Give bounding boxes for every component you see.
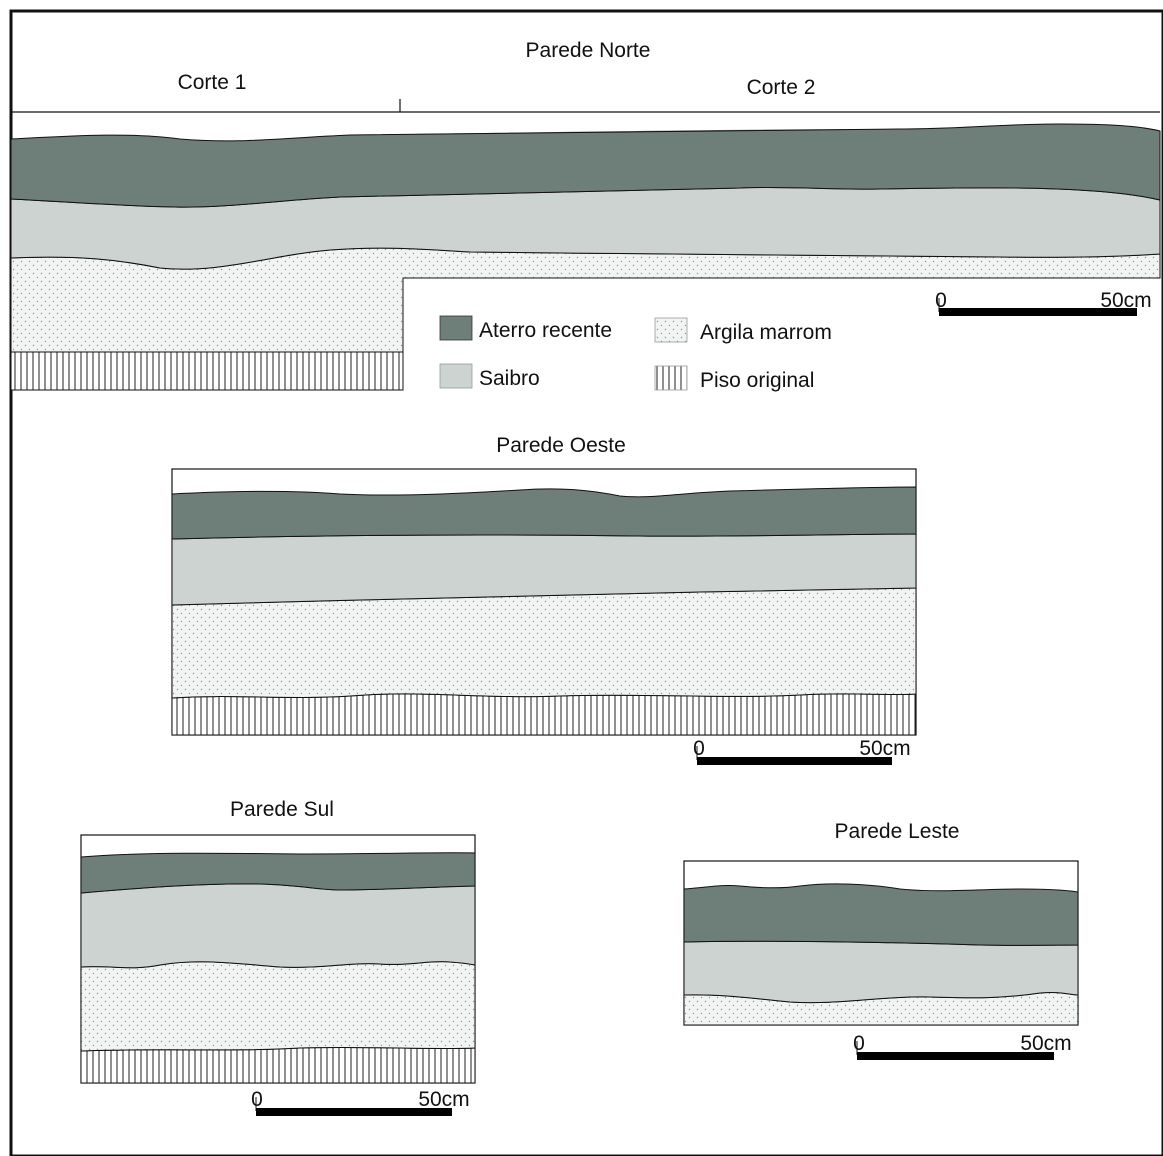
oeste-scale-rule [697, 757, 892, 765]
parede-oeste-title: Parede Oeste [496, 434, 626, 457]
figure-frame [9, 9, 1163, 1156]
legend-label-saibro: Saibro [479, 367, 540, 390]
oeste-scale-bar: 0 50cm [693, 737, 911, 765]
parede-sul-section: Parede Sul 0 50cm [80, 798, 476, 1116]
legend-swatch-saibro [439, 363, 473, 389]
norte-scale-zero: 0 [935, 289, 947, 312]
oeste-scale-end: 50cm [859, 737, 910, 760]
corte-1-label: Corte 1 [178, 71, 247, 94]
legend-label-argila: Argila marrom [700, 321, 832, 344]
oeste-piso-layer [171, 693, 917, 736]
legend-swatch-piso [654, 365, 688, 391]
norte-scale-bar: 0 50cm [935, 289, 1152, 316]
parede-leste-title: Parede Leste [835, 820, 960, 843]
parede-sul-title: Parede Sul [230, 798, 334, 821]
oeste-scale-zero: 0 [693, 737, 705, 760]
norte-scale-rule [939, 308, 1137, 316]
leste-aterro-layer [683, 883, 1079, 946]
oeste-aterro-layer [171, 486, 917, 540]
corte-2-label: Corte 2 [747, 76, 816, 99]
legend-swatch-argila [654, 317, 688, 343]
norte-aterro-layer [10, 123, 1161, 208]
sul-scale-zero: 0 [251, 1088, 263, 1111]
sul-scale-end: 50cm [418, 1088, 469, 1111]
legend: Aterro recente Saibro Argila marrom Piso… [439, 315, 832, 392]
legend-label-aterro: Aterro recente [479, 319, 612, 342]
parede-oeste-section: Parede Oeste 0 50cm [171, 434, 917, 765]
leste-scale-end: 50cm [1020, 1032, 1071, 1055]
leste-saibro-layer [683, 940, 1079, 1004]
oeste-argila-layer [171, 587, 917, 699]
sul-saibro-layer [80, 883, 476, 969]
sul-argila-layer [80, 961, 476, 1052]
norte-scale-end: 50cm [1100, 289, 1151, 312]
leste-scale-rule [857, 1052, 1054, 1060]
sul-scale-bar: 0 50cm [251, 1088, 470, 1116]
legend-swatch-aterro [439, 315, 473, 341]
sul-piso-layer [80, 1046, 476, 1084]
leste-scale-zero: 0 [853, 1032, 865, 1055]
sul-scale-rule [256, 1108, 452, 1116]
parede-leste-section: Parede Leste 0 50cm [683, 820, 1079, 1060]
parede-norte-title: Parede Norte [526, 39, 651, 62]
norte-piso-layer [10, 351, 404, 391]
parede-norte-section: Parede Norte Corte 1 Corte 2 0 50cm [10, 39, 1161, 391]
sul-aterro-layer [80, 852, 476, 894]
leste-scale-bar: 0 50cm [853, 1032, 1072, 1060]
legend-label-piso: Piso original [700, 369, 814, 392]
